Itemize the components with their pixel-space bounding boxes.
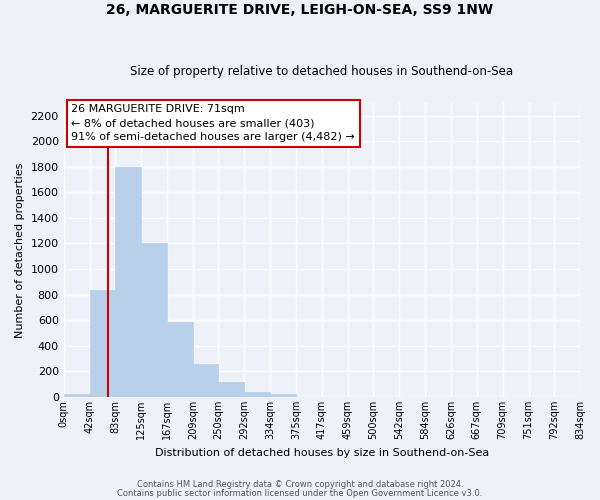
Title: Size of property relative to detached houses in Southend-on-Sea: Size of property relative to detached ho…	[130, 65, 514, 78]
Bar	[193, 364, 218, 397]
Text: 26 MARGUERITE DRIVE: 71sqm
← 8% of detached houses are smaller (403)
91% of semi: 26 MARGUERITE DRIVE: 71sqm ← 8% of detac…	[71, 104, 355, 142]
Bar	[271, 394, 296, 397]
Bar	[167, 322, 193, 397]
Text: Contains HM Land Registry data © Crown copyright and database right 2024.: Contains HM Land Registry data © Crown c…	[137, 480, 463, 489]
Y-axis label: Number of detached properties: Number of detached properties	[15, 162, 25, 338]
Bar	[141, 244, 167, 397]
Text: 26, MARGUERITE DRIVE, LEIGH-ON-SEA, SS9 1NW: 26, MARGUERITE DRIVE, LEIGH-ON-SEA, SS9 …	[106, 2, 494, 16]
Bar	[218, 382, 244, 397]
Bar	[244, 392, 271, 397]
Bar	[89, 290, 115, 397]
Bar	[64, 394, 89, 397]
X-axis label: Distribution of detached houses by size in Southend-on-Sea: Distribution of detached houses by size …	[155, 448, 489, 458]
Bar	[115, 166, 141, 397]
Text: Contains public sector information licensed under the Open Government Licence v3: Contains public sector information licen…	[118, 488, 482, 498]
